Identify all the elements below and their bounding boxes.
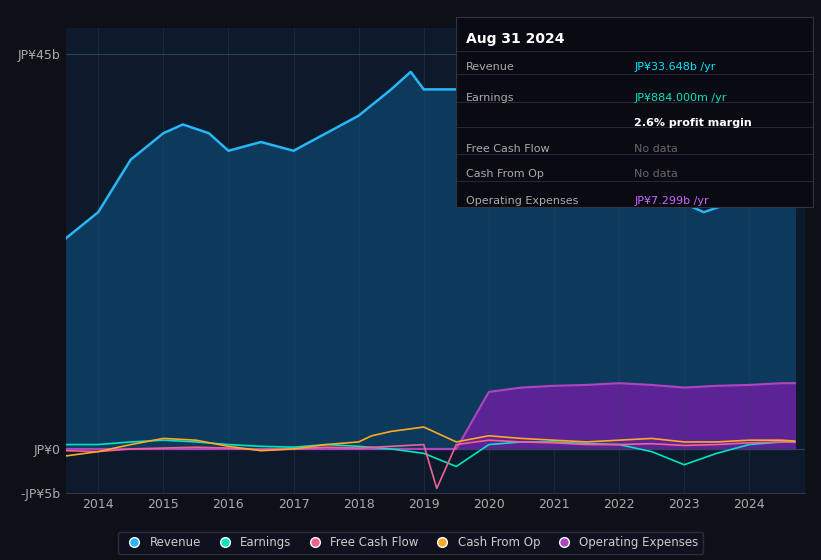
Text: Aug 31 2024: Aug 31 2024 xyxy=(466,32,565,46)
Text: No data: No data xyxy=(635,144,678,155)
Text: JP¥7.299b /yr: JP¥7.299b /yr xyxy=(635,196,709,206)
Text: No data: No data xyxy=(635,169,678,179)
Text: Cash From Op: Cash From Op xyxy=(466,169,544,179)
Text: Earnings: Earnings xyxy=(466,93,515,103)
Text: Free Cash Flow: Free Cash Flow xyxy=(466,144,550,155)
Text: Operating Expenses: Operating Expenses xyxy=(466,196,579,206)
Text: JP¥884.000m /yr: JP¥884.000m /yr xyxy=(635,93,727,103)
Text: Revenue: Revenue xyxy=(466,63,515,72)
Text: 2.6% profit margin: 2.6% profit margin xyxy=(635,118,752,128)
Legend: Revenue, Earnings, Free Cash Flow, Cash From Op, Operating Expenses: Revenue, Earnings, Free Cash Flow, Cash … xyxy=(118,531,703,554)
Text: JP¥33.648b /yr: JP¥33.648b /yr xyxy=(635,63,716,72)
